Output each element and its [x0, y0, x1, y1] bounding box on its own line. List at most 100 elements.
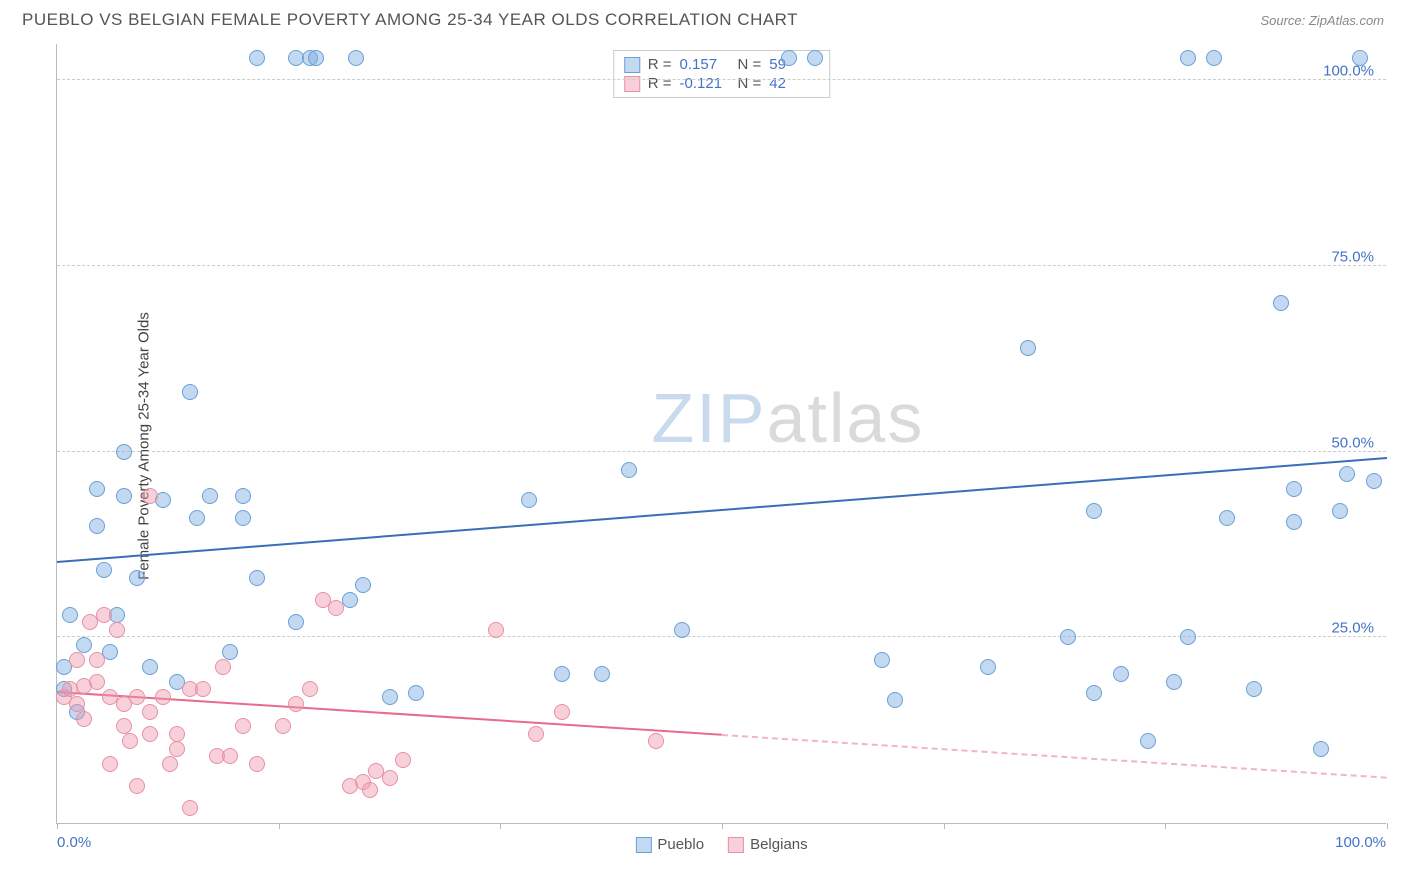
data-point	[395, 752, 411, 768]
data-point	[521, 492, 537, 508]
data-point	[76, 711, 92, 727]
data-point	[142, 659, 158, 675]
data-point	[116, 488, 132, 504]
watermark: ZIPatlas	[652, 378, 925, 458]
data-point	[382, 770, 398, 786]
data-point	[554, 666, 570, 682]
source-attribution: Source: ZipAtlas.com	[1260, 13, 1384, 28]
data-point	[621, 462, 637, 478]
data-point	[249, 756, 265, 772]
y-tick-label: 100.0%	[1323, 63, 1374, 80]
data-point	[222, 644, 238, 660]
swatch-belgians	[624, 76, 640, 92]
data-point	[169, 726, 185, 742]
data-point	[1113, 666, 1129, 682]
data-point	[169, 741, 185, 757]
chart-header: PUEBLO VS BELGIAN FEMALE POVERTY AMONG 2…	[0, 0, 1406, 36]
x-tick	[57, 823, 58, 829]
swatch-pueblo-bottom	[635, 837, 651, 853]
scatter-chart: ZIPatlas R = 0.157 N = 59 R = -0.121 N =…	[56, 44, 1386, 824]
legend-label-pueblo: Pueblo	[657, 836, 704, 853]
data-point	[222, 748, 238, 764]
data-point	[122, 733, 138, 749]
x-tick	[1165, 823, 1166, 829]
data-point	[1352, 50, 1368, 66]
data-point	[96, 607, 112, 623]
data-point	[887, 692, 903, 708]
data-point	[1366, 473, 1382, 489]
data-point	[1246, 681, 1262, 697]
x-tick	[944, 823, 945, 829]
data-point	[488, 622, 504, 638]
data-point	[162, 756, 178, 772]
data-point	[648, 733, 664, 749]
data-point	[302, 681, 318, 697]
data-point	[129, 778, 145, 794]
x-tick	[500, 823, 501, 829]
data-point	[155, 689, 171, 705]
data-point	[189, 510, 205, 526]
data-point	[1020, 340, 1036, 356]
data-point	[1313, 741, 1329, 757]
y-tick-label: 50.0%	[1331, 434, 1374, 451]
x-tick	[1387, 823, 1388, 829]
r-value-belgians: -0.121	[680, 75, 730, 92]
data-point	[129, 570, 145, 586]
data-point	[594, 666, 610, 682]
data-point	[781, 50, 797, 66]
data-point	[382, 689, 398, 705]
data-point	[235, 488, 251, 504]
data-point	[142, 726, 158, 742]
data-point	[202, 488, 218, 504]
legend-item-pueblo: Pueblo	[635, 836, 704, 853]
data-point	[288, 614, 304, 630]
data-point	[1086, 503, 1102, 519]
data-point	[235, 718, 251, 734]
data-point	[328, 600, 344, 616]
data-point	[109, 622, 125, 638]
data-point	[288, 696, 304, 712]
gridline	[57, 79, 1386, 80]
data-point	[1332, 503, 1348, 519]
data-point	[76, 637, 92, 653]
data-point	[554, 704, 570, 720]
data-point	[89, 481, 105, 497]
x-tick	[279, 823, 280, 829]
data-point	[69, 696, 85, 712]
data-point	[1286, 481, 1302, 497]
data-point	[89, 674, 105, 690]
data-point	[182, 800, 198, 816]
data-point	[102, 756, 118, 772]
y-tick-label: 75.0%	[1331, 248, 1374, 265]
series-legend: Pueblo Belgians	[635, 836, 807, 853]
data-point	[116, 444, 132, 460]
data-point	[1339, 466, 1355, 482]
r-value-pueblo: 0.157	[680, 56, 730, 73]
data-point	[96, 562, 112, 578]
data-point	[980, 659, 996, 675]
data-point	[1219, 510, 1235, 526]
y-tick-label: 25.0%	[1331, 620, 1374, 637]
data-point	[362, 782, 378, 798]
data-point	[1140, 733, 1156, 749]
data-point	[874, 652, 890, 668]
gridline	[57, 451, 1386, 452]
x-axis-start-label: 0.0%	[57, 834, 91, 851]
correlation-legend: R = 0.157 N = 59 R = -0.121 N = 42	[613, 50, 831, 98]
data-point	[1273, 295, 1289, 311]
data-point	[1086, 685, 1102, 701]
trend-line	[722, 734, 1387, 779]
swatch-belgians-bottom	[728, 837, 744, 853]
data-point	[235, 510, 251, 526]
data-point	[674, 622, 690, 638]
data-point	[116, 718, 132, 734]
data-point	[249, 570, 265, 586]
data-point	[62, 607, 78, 623]
data-point	[308, 50, 324, 66]
data-point	[348, 50, 364, 66]
data-point	[142, 488, 158, 504]
n-value-belgians: 42	[769, 75, 819, 92]
x-tick	[722, 823, 723, 829]
data-point	[89, 518, 105, 534]
data-point	[355, 577, 371, 593]
